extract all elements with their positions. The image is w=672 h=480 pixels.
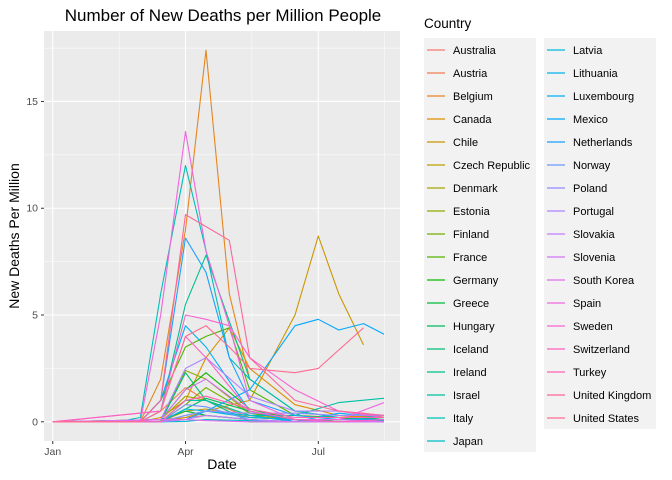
legend-item: Belgium bbox=[427, 91, 493, 103]
legend-label: Czech Republic bbox=[453, 160, 531, 172]
legend-label: Belgium bbox=[453, 91, 493, 103]
series-line-south-korea bbox=[52, 419, 384, 423]
legend-item: Japan bbox=[427, 436, 483, 448]
legend-item: Poland bbox=[547, 183, 607, 195]
legend-item: Ireland bbox=[427, 367, 487, 379]
legend-item: Luxembourg bbox=[547, 91, 634, 103]
x-tick-label: Jul bbox=[312, 446, 325, 458]
series-line-united-states bbox=[52, 325, 364, 423]
legend-label: Canada bbox=[453, 114, 492, 126]
y-tick-label: 15 bbox=[26, 96, 38, 108]
legend-label: Switzerland bbox=[573, 344, 630, 356]
legend-label: Spain bbox=[573, 298, 601, 310]
legend-item: Italy bbox=[427, 413, 474, 425]
y-axis-title: New Deaths Per Million bbox=[6, 163, 22, 309]
legend-label: Poland bbox=[573, 183, 607, 195]
legend-item: Chile bbox=[427, 137, 478, 149]
y-tick-label: 5 bbox=[32, 310, 38, 322]
legend-item: Denmark bbox=[427, 183, 498, 195]
legend-item: Netherlands bbox=[547, 137, 633, 149]
legend-label: Turkey bbox=[573, 367, 607, 379]
legend-label: United Kingdom bbox=[573, 390, 651, 402]
legend-label: Lithuania bbox=[573, 68, 619, 80]
legend-label: Australia bbox=[453, 45, 497, 57]
legend-item: Hungary bbox=[427, 321, 495, 333]
legend-label: Slovakia bbox=[573, 229, 615, 241]
y-tick-label: 0 bbox=[32, 416, 38, 428]
series-line-united-kingdom bbox=[52, 214, 385, 423]
legend-label: Austria bbox=[453, 68, 488, 80]
legend-item: Greece bbox=[427, 298, 489, 310]
legend-label: Sweden bbox=[573, 321, 613, 333]
legend-label: Iceland bbox=[453, 344, 488, 356]
x-axis: Jan Apr Jul bbox=[44, 441, 325, 458]
legend-label: Denmark bbox=[453, 183, 498, 195]
legend-item: France bbox=[427, 252, 487, 264]
legend-item: United Kingdom bbox=[547, 390, 651, 402]
legend-label: Finland bbox=[453, 229, 489, 241]
legend-title: Country bbox=[424, 16, 472, 31]
legend-label: Portugal bbox=[573, 206, 614, 218]
legend-label: Israel bbox=[453, 390, 480, 402]
legend-label: Slovenia bbox=[573, 252, 616, 264]
series-line-spain bbox=[52, 130, 385, 423]
grid-minor bbox=[44, 31, 400, 441]
legend-label: Netherlands bbox=[573, 137, 633, 149]
x-tick-label: Jan bbox=[44, 446, 61, 458]
legend-label: Luxembourg bbox=[573, 91, 634, 103]
legend-label: Mexico bbox=[573, 114, 608, 126]
legend-item: Czech Republic bbox=[427, 160, 531, 172]
legend-item: Iceland bbox=[427, 344, 488, 356]
legend-item: Slovakia bbox=[547, 229, 615, 241]
legend-label: Latvia bbox=[573, 45, 603, 57]
legend-item: Slovenia bbox=[547, 252, 616, 264]
legend-label: France bbox=[453, 252, 487, 264]
legend-item: Mexico bbox=[547, 114, 608, 126]
legend-item: Switzerland bbox=[547, 344, 630, 356]
x-axis-title: Date bbox=[207, 456, 237, 472]
legend-item: Portugal bbox=[547, 206, 614, 218]
legend-label: Germany bbox=[453, 275, 499, 287]
legend-label: United States bbox=[573, 413, 640, 425]
y-axis: 0 5 10 15 bbox=[26, 96, 44, 428]
legend-label: Italy bbox=[453, 413, 474, 425]
legend-item: Austria bbox=[427, 68, 488, 80]
legend-label: South Korea bbox=[573, 275, 635, 287]
legend-item: Canada bbox=[427, 114, 492, 126]
legend-item: Lithuania bbox=[547, 68, 619, 80]
series-line-poland bbox=[52, 410, 384, 423]
y-tick-label: 10 bbox=[26, 203, 38, 215]
legend-item: Spain bbox=[547, 298, 601, 310]
legend-item: Norway bbox=[547, 160, 611, 172]
legend-item: Israel bbox=[427, 390, 480, 402]
legend-label: Estonia bbox=[453, 206, 491, 218]
legend-key-background bbox=[424, 38, 536, 452]
legend-label: Japan bbox=[453, 436, 483, 448]
legend-item: Sweden bbox=[547, 321, 613, 333]
legend-item: United States bbox=[547, 413, 640, 425]
legend-item: Estonia bbox=[427, 206, 491, 218]
series-lines bbox=[52, 49, 385, 423]
legend-label: Chile bbox=[453, 137, 478, 149]
legend-item: Turkey bbox=[547, 367, 607, 379]
legend-item: Australia bbox=[427, 45, 497, 57]
legend-item: Finland bbox=[427, 229, 489, 241]
legend-item: Germany bbox=[427, 275, 499, 287]
legend-item: Latvia bbox=[547, 45, 603, 57]
chart-title: Number of New Deaths per Million People bbox=[65, 6, 382, 25]
legend-item: South Korea bbox=[547, 275, 635, 287]
legend-label: Greece bbox=[453, 298, 489, 310]
legend-label: Hungary bbox=[453, 321, 495, 333]
legend: Country Australia Austria Belgium Canada Chi… bbox=[424, 16, 656, 452]
legend-label: Ireland bbox=[453, 367, 487, 379]
series-line-turkey bbox=[52, 395, 384, 423]
series-line-sweden bbox=[52, 314, 385, 423]
x-tick-label: Apr bbox=[177, 446, 194, 458]
series-line-portugal bbox=[52, 357, 385, 423]
legend-label: Norway bbox=[573, 160, 611, 172]
